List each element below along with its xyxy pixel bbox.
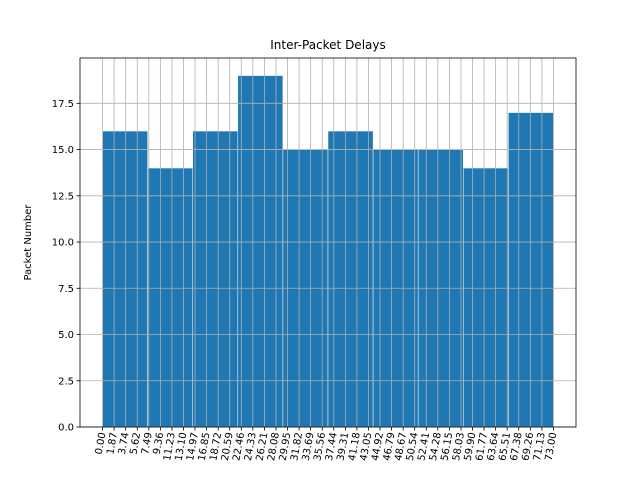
bar [192, 130, 239, 428]
x-tick-label: 56.15 [440, 432, 456, 462]
y-axis-label: Packet Number [23, 204, 34, 281]
y-tick-label: 12.5 [52, 191, 74, 202]
x-tick-label: 5.62 [129, 432, 144, 456]
x-tick-label: 9.36 [152, 432, 167, 456]
x-tick-label: 46.79 [382, 432, 398, 462]
x-tick-label: 54.28 [428, 432, 444, 462]
x-tick-label: 52.41 [416, 432, 432, 462]
x-tick-label: 43.05 [359, 432, 375, 462]
x-tick-label: 59.90 [463, 432, 479, 462]
x-tick-label: 16.85 [197, 432, 213, 462]
x-tick-label: 18.72 [208, 432, 224, 462]
x-tick-label: 3.74 [117, 432, 132, 456]
y-tick-label: 7.5 [58, 284, 74, 295]
x-tick-label: 24.33 [243, 432, 259, 462]
bar [463, 167, 509, 428]
x-tick-label: 63.64 [486, 432, 502, 462]
x-tick-label: 58.03 [451, 432, 467, 462]
x-tick-label: 20.59 [220, 432, 236, 462]
bar [147, 167, 193, 428]
chart-title: Inter-Packet Delays [270, 38, 385, 52]
x-tick-label: 50.54 [405, 432, 421, 462]
x-tick-label: 39.31 [336, 432, 352, 462]
x-tick-label: 0.00 [94, 432, 109, 456]
x-tick-label: 11.23 [162, 432, 178, 462]
y-tick-label: 2.5 [58, 376, 74, 387]
y-tick-label: 17.5 [52, 99, 74, 110]
x-tick-label: 65.51 [497, 432, 513, 462]
bar [327, 130, 374, 428]
y-tick-label: 5.0 [58, 330, 74, 341]
x-tick-label: 14.97 [185, 432, 201, 462]
x-tick-label: 73.00 [544, 432, 560, 462]
x-tick-label: 33.69 [301, 432, 317, 462]
x-tick-label: 69.26 [521, 432, 537, 462]
x-tick-label: 29.95 [278, 432, 294, 462]
x-tick-label: 35.56 [312, 432, 328, 462]
x-tick-label: 37.44 [324, 432, 340, 462]
x-tick-label: 31.82 [289, 432, 305, 462]
x-tick-label: 41.18 [347, 432, 363, 462]
x-tick-label: 48.67 [393, 432, 409, 462]
y-tick-label: 15.0 [52, 145, 74, 156]
x-tick-label: 7.49 [140, 432, 155, 456]
x-tick-label: 61.77 [474, 432, 490, 462]
y-tick-label: 0.0 [58, 423, 74, 434]
x-tick-label: 44.92 [370, 432, 386, 462]
plot-frame [79, 57, 577, 428]
x-tick-label: 67.38 [509, 432, 525, 462]
x-tick-label: 26.21 [255, 432, 271, 462]
bar [102, 130, 148, 428]
y-tick-label: 10.0 [52, 238, 74, 249]
bar [237, 75, 284, 428]
x-tick-label: 13.10 [174, 432, 190, 462]
x-tick-label: 28.08 [266, 432, 282, 462]
x-tick-label: 22.46 [231, 432, 247, 462]
x-tick-label: 71.13 [532, 432, 548, 462]
x-tick-label: 1.87 [105, 432, 120, 456]
bar [508, 112, 554, 428]
